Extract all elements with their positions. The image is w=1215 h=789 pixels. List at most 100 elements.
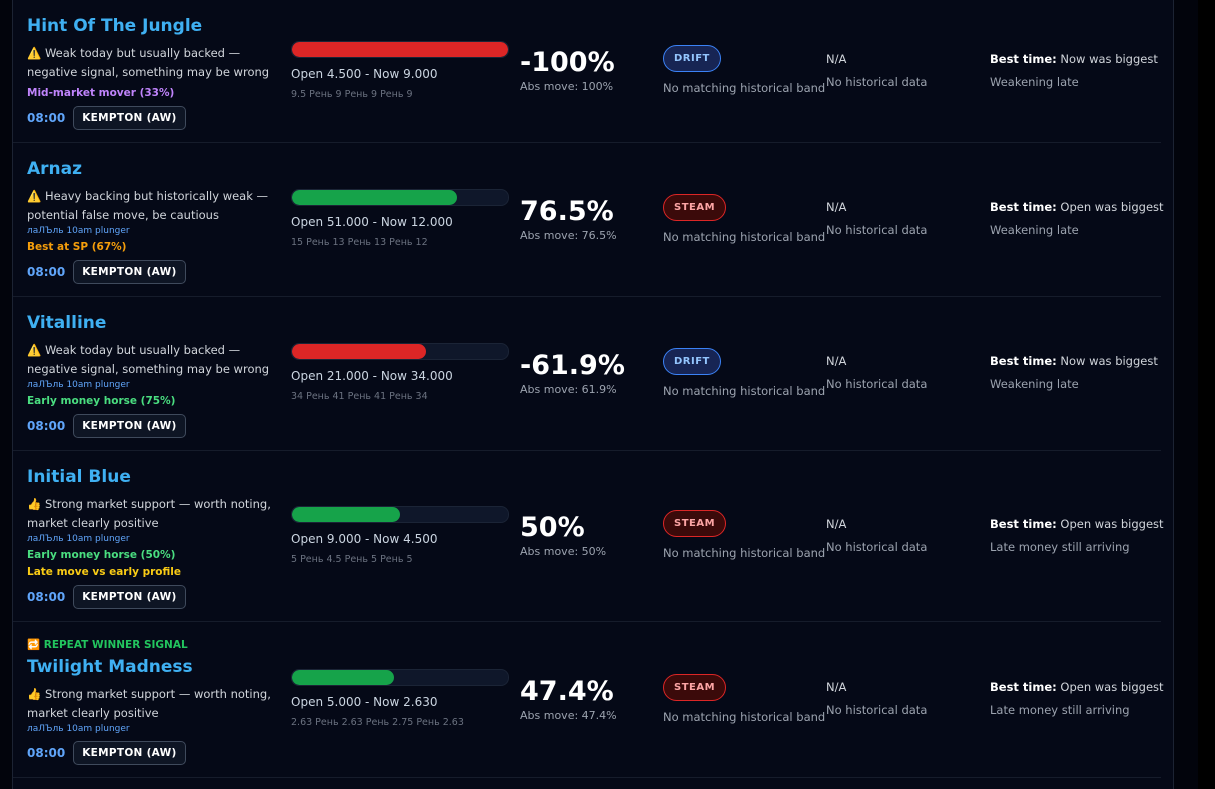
band-text: No matching historical band — [663, 81, 826, 95]
bar-track — [291, 189, 509, 206]
history-note: No historical data — [826, 223, 928, 237]
history-text: 15 Рень 13 Рень 13 Рень 12 — [291, 237, 428, 248]
trend-text: Weakening late — [990, 74, 1079, 89]
band-column: DRIFT No matching historical band — [663, 347, 826, 398]
history-text: 5 Рень 4.5 Рень 5 Рень 5 — [291, 553, 413, 565]
trend-text: Weakening late — [990, 223, 1079, 237]
odds-text: Open 21.000 - Now 34.000 — [291, 369, 453, 383]
bar-fill — [292, 41, 508, 57]
history-text: 2.63 Рень 2.63 Рень 2.75 Рень 2.63 — [291, 717, 464, 728]
profile-label: Mid-market mover (33%) — [27, 87, 175, 99]
history-note: No historical data — [826, 74, 928, 89]
warning-text: ⚠️ Weak today but usually backed — negat… — [27, 343, 270, 376]
bar-track — [291, 669, 509, 686]
odds-text: Open 9.000 - Now 4.500 — [291, 531, 438, 546]
history-column: N/A No historical data — [826, 200, 990, 237]
bar-fill — [292, 506, 400, 522]
best-time: Best time: Open was biggest — [990, 517, 1164, 531]
odds-column: Open 9.000 - Now 4.500 5 Рень 4.5 Рень 5 … — [291, 505, 509, 565]
history-column: N/A No historical data — [826, 354, 990, 391]
move-badge: STEAM — [663, 673, 727, 701]
course-pill: KEMPTON (AW) — [73, 741, 186, 765]
best-time: Best time: Now was biggest — [990, 354, 1158, 368]
profile-label: Early money horse (75%) — [27, 395, 176, 407]
profile-label: Late move vs early profile — [27, 566, 181, 578]
best-value: Now was biggest — [1060, 51, 1158, 66]
course-pill: KEMPTON (AW) — [73, 585, 186, 609]
runner-info: Vitalline ⚠️ Weak today but usually backe… — [27, 307, 291, 438]
band-text: No matching historical band — [663, 383, 826, 398]
move-badge: STEAM — [663, 193, 727, 221]
race-time: 08:00 — [27, 419, 66, 433]
race-meta: 08:00 KEMPTON (AW) — [27, 106, 291, 130]
course-pill: KEMPTON (AW) — [73, 106, 186, 130]
move-column: 50% Abs move: 50% — [520, 512, 663, 558]
na-text: N/A — [826, 354, 847, 368]
move-percent: 47.4% — [520, 675, 614, 707]
bar-fill — [292, 190, 458, 205]
runner-info: Arnaz ⚠️ Heavy backing but historically w… — [27, 153, 291, 284]
tag-text: лаЛЪль 10am plunger — [27, 380, 130, 390]
runner-row: Hint Of The Jungle ⚠️ Weak today but usua… — [13, 0, 1161, 143]
runner-row: Initial Blue 👍 Strong market support — wo… — [13, 451, 1164, 622]
history-note: No historical data — [826, 377, 928, 391]
tag-text: лаЛЪль 10am plunger — [27, 724, 130, 734]
move-column: 76.5% Abs move: 76.5% — [520, 196, 663, 242]
race-meta: 08:00 KEMPTON (AW) — [27, 585, 291, 609]
history-text: 34 Рень 41 Рень 41 Рень 34 — [291, 391, 428, 402]
band-text: No matching historical band — [663, 709, 826, 724]
bar-fill — [292, 344, 426, 359]
race-time: 08:00 — [27, 746, 66, 760]
trend-text: Weakening late — [990, 377, 1079, 391]
course-pill: KEMPTON (AW) — [73, 260, 186, 284]
odds-column: Open 5.000 - Now 2.630 2.63 Рень 2.63 Рен… — [291, 669, 509, 728]
best-column: Best time: Open was biggest Late money st… — [990, 680, 1164, 717]
move-column: -100% Abs move: 100% — [520, 47, 663, 93]
best-label: Best time: — [990, 516, 1057, 531]
move-column: -61.9% Abs move: 61.9% — [520, 350, 663, 396]
best-time: Best time: Open was biggest — [990, 680, 1164, 694]
band-column: STEAM No matching historical band — [663, 510, 826, 560]
best-label: Best time: — [990, 200, 1057, 214]
runner-row: 🔁 REPEAT WINNER SIGNAL Twilight Madness 👍 … — [13, 622, 1164, 778]
na-text: N/A — [826, 680, 847, 694]
runner-info: Initial Blue 👍 Strong market support — wo… — [27, 461, 291, 609]
sidebar — [1198, 0, 1215, 789]
warning-text: 👍 Strong market support — worth noting, … — [27, 497, 271, 530]
history-column: N/A No historical data — [826, 52, 990, 89]
na-text: N/A — [826, 200, 847, 214]
best-value: Open was biggest — [1060, 200, 1164, 214]
race-time: 08:00 — [27, 265, 66, 279]
move-badge: STEAM — [663, 510, 727, 537]
best-value: Now was biggest — [1060, 354, 1158, 368]
history-column: N/A No historical data — [826, 517, 990, 554]
na-text: N/A — [826, 516, 847, 531]
best-label: Best time: — [990, 680, 1057, 694]
runner-row: Arnaz ⚠️ Heavy backing but historically w… — [13, 143, 1164, 297]
race-meta: 08:00 KEMPTON (AW) — [27, 414, 291, 438]
results-panel: Hint Of The Jungle ⚠️ Weak today but usua… — [12, 0, 1174, 789]
warning-text: ⚠️ Heavy backing but historically weak —… — [27, 189, 269, 222]
best-column: Best time: Open was biggest Weakening lat… — [990, 200, 1164, 237]
best-label: Best time: — [990, 354, 1057, 368]
best-time: Best time: Open was biggest — [990, 200, 1164, 214]
runner-name: Vitalline — [27, 313, 107, 333]
best-column: Best time: Now was biggest Weakening late — [990, 52, 1158, 89]
runner-name: Arnaz — [27, 159, 83, 179]
abs-move: Abs move: 47.4% — [520, 708, 617, 722]
best-column: Best time: Now was biggest Weakening late — [990, 354, 1158, 391]
course-pill: KEMPTON (AW) — [73, 414, 186, 438]
history-text: 9.5 Рень 9 Рень 9 Рень 9 — [291, 88, 413, 100]
history-column: N/A No historical data — [826, 680, 990, 717]
runner-name: Twilight Madness — [27, 657, 193, 677]
profile-label: Best at SP (67%) — [27, 241, 127, 253]
runner-name: Hint Of The Jungle — [27, 16, 203, 36]
race-time: 08:00 — [27, 590, 66, 604]
runner-info: 🔁 REPEAT WINNER SIGNAL Twilight Madness 👍 … — [27, 632, 291, 765]
move-percent: 50% — [520, 512, 585, 543]
trend-text: Late money still arriving — [990, 539, 1130, 554]
odds-column: Open 21.000 - Now 34.000 34 Рень 41 Рень … — [291, 343, 509, 402]
move-percent: -100% — [520, 47, 615, 78]
move-badge: DRIFT — [663, 347, 721, 375]
